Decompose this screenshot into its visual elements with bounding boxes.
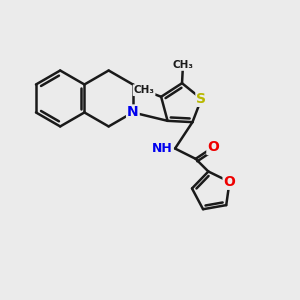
- Text: O: O: [224, 175, 236, 189]
- Text: CH₃: CH₃: [172, 60, 194, 70]
- Text: S: S: [196, 92, 206, 106]
- Text: NH: NH: [152, 142, 173, 155]
- Text: N: N: [127, 106, 139, 119]
- Text: O: O: [207, 140, 219, 154]
- Text: CH₃: CH₃: [134, 85, 154, 95]
